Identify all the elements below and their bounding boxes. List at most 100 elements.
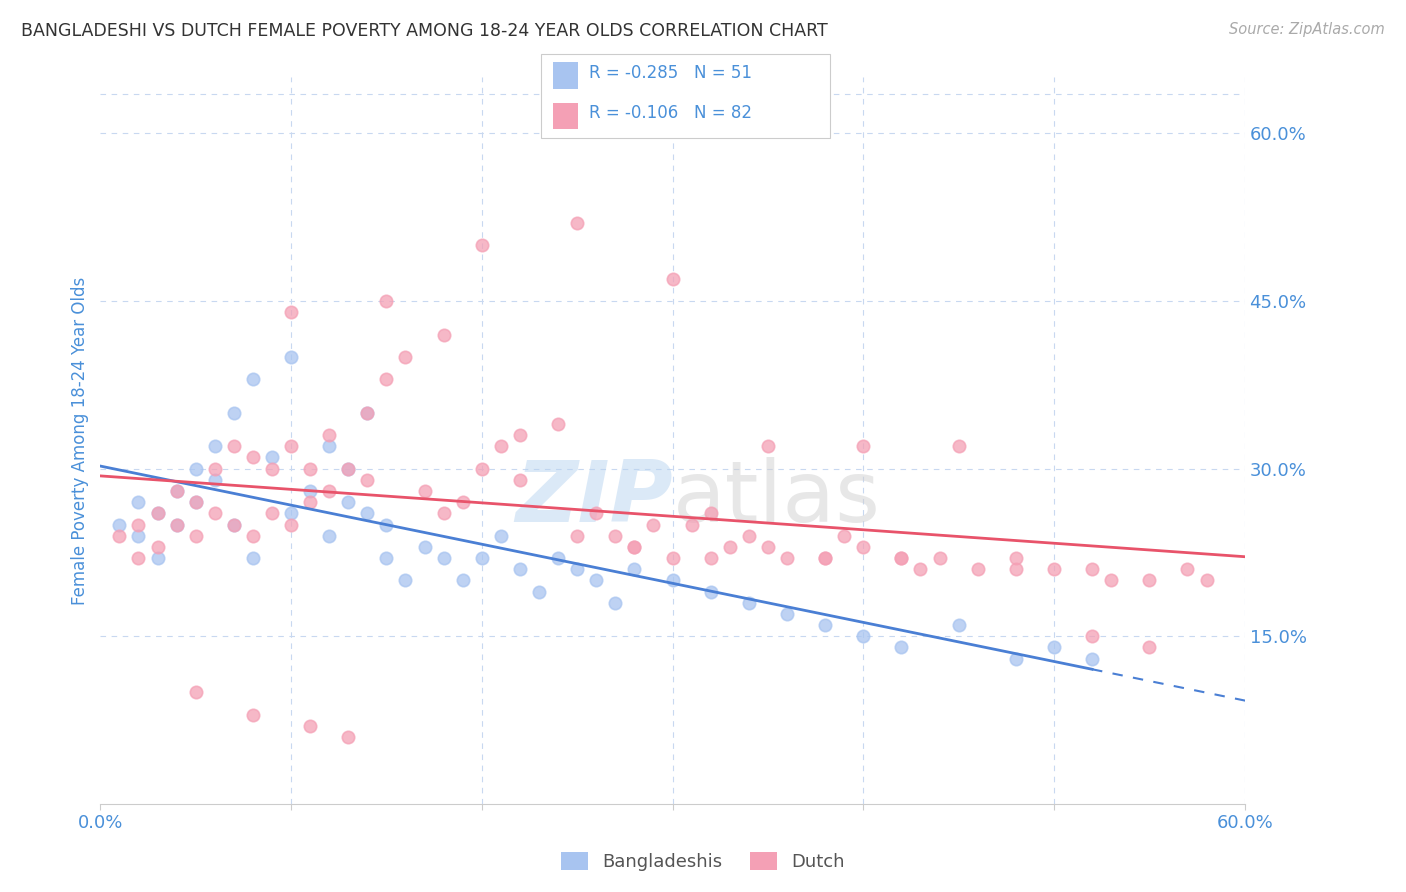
Point (890, 640, 912, 655)
Point (128, 495, 150, 509)
Text: ZIP: ZIP (515, 458, 672, 541)
Point (623, 540, 645, 554)
Point (890, 551, 912, 566)
Point (1137, 640, 1160, 655)
Point (146, 507, 169, 521)
Point (375, 372, 398, 386)
Point (166, 517, 188, 532)
Point (318, 529, 340, 543)
Point (948, 618, 970, 632)
Point (489, 529, 512, 543)
Point (738, 529, 761, 543)
Point (222, 517, 245, 532)
Point (260, 461, 283, 475)
Point (547, 417, 569, 431)
Point (146, 507, 169, 521)
Point (699, 507, 721, 521)
Point (242, 551, 264, 566)
Point (661, 574, 683, 588)
Point (852, 439, 875, 453)
Point (852, 629, 875, 643)
Point (1043, 640, 1066, 655)
Point (547, 551, 569, 566)
Point (699, 584, 721, 599)
Point (966, 562, 988, 576)
Y-axis label: Female Poverty Among 18-24 Year Olds: Female Poverty Among 18-24 Year Olds (72, 277, 89, 605)
Point (489, 439, 512, 453)
Point (413, 540, 436, 554)
Legend: Bangladeshis, Dutch: Bangladeshis, Dutch (554, 845, 852, 879)
Point (605, 596, 627, 610)
Point (681, 517, 703, 532)
Point (1004, 651, 1026, 665)
Point (643, 517, 665, 532)
Point (299, 719, 322, 733)
Text: BANGLADESHI VS DUTCH FEMALE POVERTY AMONG 18-24 YEAR OLDS CORRELATION CHART: BANGLADESHI VS DUTCH FEMALE POVERTY AMON… (21, 22, 828, 40)
Point (623, 562, 645, 576)
Point (776, 607, 799, 621)
Point (204, 473, 226, 487)
Point (433, 551, 456, 566)
Point (776, 551, 799, 566)
Point (184, 495, 207, 509)
Point (565, 562, 588, 576)
Point (509, 473, 531, 487)
Text: Source: ZipAtlas.com: Source: ZipAtlas.com (1229, 22, 1385, 37)
Point (375, 551, 398, 566)
Point (280, 305, 302, 319)
Point (337, 461, 360, 475)
Point (1081, 629, 1104, 643)
Text: atlas: atlas (672, 458, 880, 541)
Point (814, 618, 837, 632)
Point (337, 495, 360, 509)
Point (451, 495, 474, 509)
Point (204, 507, 226, 521)
Point (356, 406, 378, 420)
Point (394, 574, 416, 588)
Point (108, 529, 131, 543)
Point (1177, 562, 1199, 576)
Point (204, 461, 226, 475)
Point (1081, 651, 1104, 665)
Point (146, 540, 169, 554)
Point (565, 216, 588, 230)
Point (166, 483, 188, 498)
Point (471, 461, 494, 475)
Point (184, 461, 207, 475)
Point (222, 517, 245, 532)
Point (222, 406, 245, 420)
Point (280, 507, 302, 521)
Point (128, 529, 150, 543)
Point (108, 517, 131, 532)
Point (299, 461, 322, 475)
Point (527, 584, 550, 599)
Text: R = -0.285   N = 51: R = -0.285 N = 51 (589, 64, 752, 82)
Point (242, 529, 264, 543)
Point (1195, 574, 1218, 588)
Point (1099, 574, 1122, 588)
Point (814, 551, 837, 566)
Point (471, 551, 494, 566)
Point (318, 483, 340, 498)
Point (623, 540, 645, 554)
Point (166, 483, 188, 498)
Point (204, 439, 226, 453)
Point (565, 529, 588, 543)
Text: R = -0.106   N = 82: R = -0.106 N = 82 (589, 104, 752, 122)
Point (260, 507, 283, 521)
Point (1081, 562, 1104, 576)
Point (260, 450, 283, 465)
Point (184, 685, 207, 699)
Point (585, 574, 607, 588)
Point (661, 271, 683, 285)
Point (146, 551, 169, 566)
Point (756, 540, 779, 554)
Point (184, 495, 207, 509)
Point (948, 439, 970, 453)
Point (337, 461, 360, 475)
Point (738, 596, 761, 610)
Point (299, 483, 322, 498)
Point (814, 551, 837, 566)
Point (356, 406, 378, 420)
Point (832, 529, 855, 543)
